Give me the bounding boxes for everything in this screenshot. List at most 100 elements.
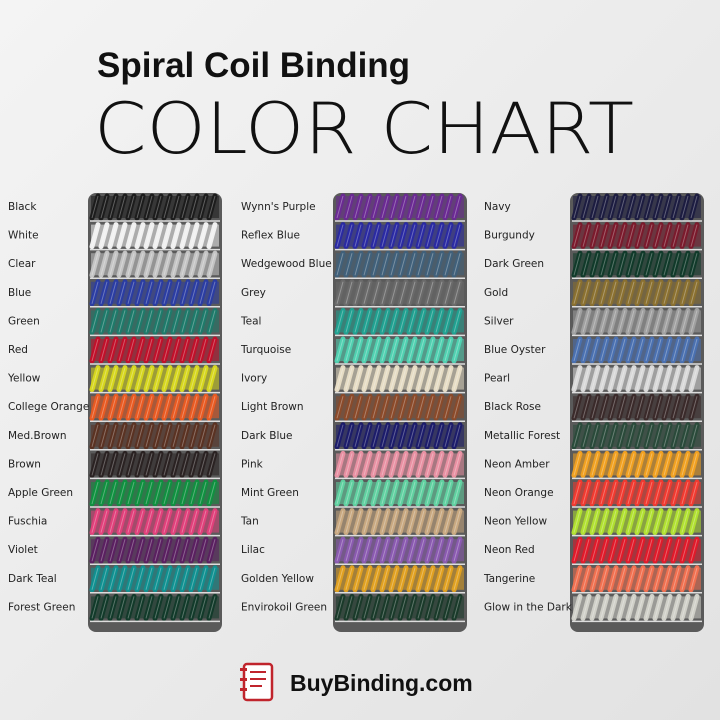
coil: [571, 222, 700, 250]
coil: [571, 593, 700, 621]
color-label: Black Rose: [484, 401, 541, 413]
color-label: College Orange: [8, 401, 89, 413]
logo-icon: [240, 662, 274, 702]
color-label: Neon Orange: [484, 487, 554, 499]
color-label: Med.Brown: [8, 430, 66, 442]
coil-shine: [91, 481, 216, 505]
color-label: Navy: [484, 201, 511, 213]
coil-shine: [573, 195, 698, 219]
color-label: Fuschia: [8, 516, 47, 528]
color-label: Ivory: [241, 373, 267, 385]
coil-shine: [336, 596, 461, 619]
coil: [571, 565, 700, 593]
coil: [89, 479, 218, 507]
coil-shine: [91, 310, 216, 333]
coil-shine: [336, 396, 461, 419]
color-label: Gold: [484, 287, 508, 299]
coil-shine: [336, 281, 461, 304]
color-label: Pearl: [484, 373, 510, 385]
color-label: Glow in the Dark: [484, 601, 573, 613]
color-label: Neon Red: [484, 544, 535, 556]
coil-shine: [573, 510, 698, 533]
color-label: Mint Green: [241, 487, 299, 499]
coil-shine: [91, 281, 216, 304]
coil-shine: [336, 224, 461, 247]
color-label: Burgundy: [484, 230, 535, 242]
color-label: Dark Blue: [241, 430, 293, 442]
brand: BuyBinding.com: [290, 670, 473, 696]
coil: [571, 479, 700, 507]
color-label: Silver: [484, 315, 514, 327]
coil-shine: [336, 195, 461, 219]
color-label: Metallic Forest: [484, 430, 560, 442]
coil: [571, 365, 700, 393]
coil: [89, 336, 218, 364]
coil: [571, 307, 700, 335]
color-label: Dark Teal: [8, 573, 57, 585]
coil-shine: [91, 338, 216, 362]
subtitle: COLOR CHART: [94, 88, 634, 170]
color-label: Grey: [241, 287, 266, 299]
color-label: Neon Amber: [484, 458, 550, 470]
coil-shine: [91, 539, 216, 562]
coil-shine: [573, 367, 698, 390]
coil-shine: [336, 453, 461, 476]
color-label: Wynn's Purple: [241, 201, 316, 213]
coil: [89, 307, 218, 335]
coil-shine: [573, 338, 698, 362]
coil: [89, 365, 218, 393]
coil: [334, 336, 463, 364]
columns: Black White Clear Blue Green Red Yellow College…: [7, 193, 704, 632]
color-label: Golden Yellow: [241, 573, 314, 585]
title: Spiral Coil Binding: [97, 46, 410, 85]
color-label: Brown: [8, 458, 41, 470]
coil-shine: [573, 567, 698, 590]
coil: [334, 222, 463, 250]
color-label: Light Brown: [241, 401, 304, 413]
coil-shine: [91, 396, 216, 419]
coil: [89, 508, 218, 536]
coil: [571, 336, 700, 364]
coil: [334, 565, 463, 593]
coil-shine: [91, 567, 216, 590]
coil-shine: [573, 481, 698, 505]
color-label: Reflex Blue: [241, 230, 300, 242]
coil: [334, 593, 463, 621]
coil: [334, 365, 463, 393]
coil-shine: [573, 281, 698, 304]
coil-shine: [91, 424, 216, 447]
coil: [334, 479, 463, 507]
coil-shine: [91, 195, 216, 219]
coil: [334, 536, 463, 564]
coil: [571, 279, 700, 307]
color-label: Neon Yellow: [484, 516, 547, 528]
coil: [571, 393, 700, 421]
coil: [89, 193, 218, 221]
coil: [571, 250, 700, 278]
color-label: White: [8, 230, 39, 242]
coil: [334, 422, 463, 450]
coil-shine: [91, 596, 216, 619]
coil-shine: [573, 453, 698, 476]
coil: [334, 508, 463, 536]
coil: [334, 393, 463, 421]
coil-shine: [336, 424, 461, 447]
coil-shine: [336, 567, 461, 590]
color-label: Envirokoil Green: [241, 601, 327, 613]
coil: [89, 450, 218, 478]
coil-shine: [91, 253, 216, 276]
coil-shine: [336, 367, 461, 390]
coil-shine: [91, 367, 216, 390]
coil: [334, 250, 463, 278]
coil: [571, 450, 700, 478]
color-label: Clear: [8, 258, 36, 270]
coil-shine: [336, 310, 461, 333]
color-label: Pink: [241, 458, 264, 470]
coil-shine: [91, 224, 216, 247]
color-label: Wedgewood Blue: [241, 258, 332, 270]
coil-shine: [573, 253, 698, 276]
color-label: Violet: [8, 544, 38, 556]
color-label: Blue Oyster: [484, 344, 546, 356]
coil-shine: [336, 338, 461, 362]
coil-shine: [573, 310, 698, 333]
